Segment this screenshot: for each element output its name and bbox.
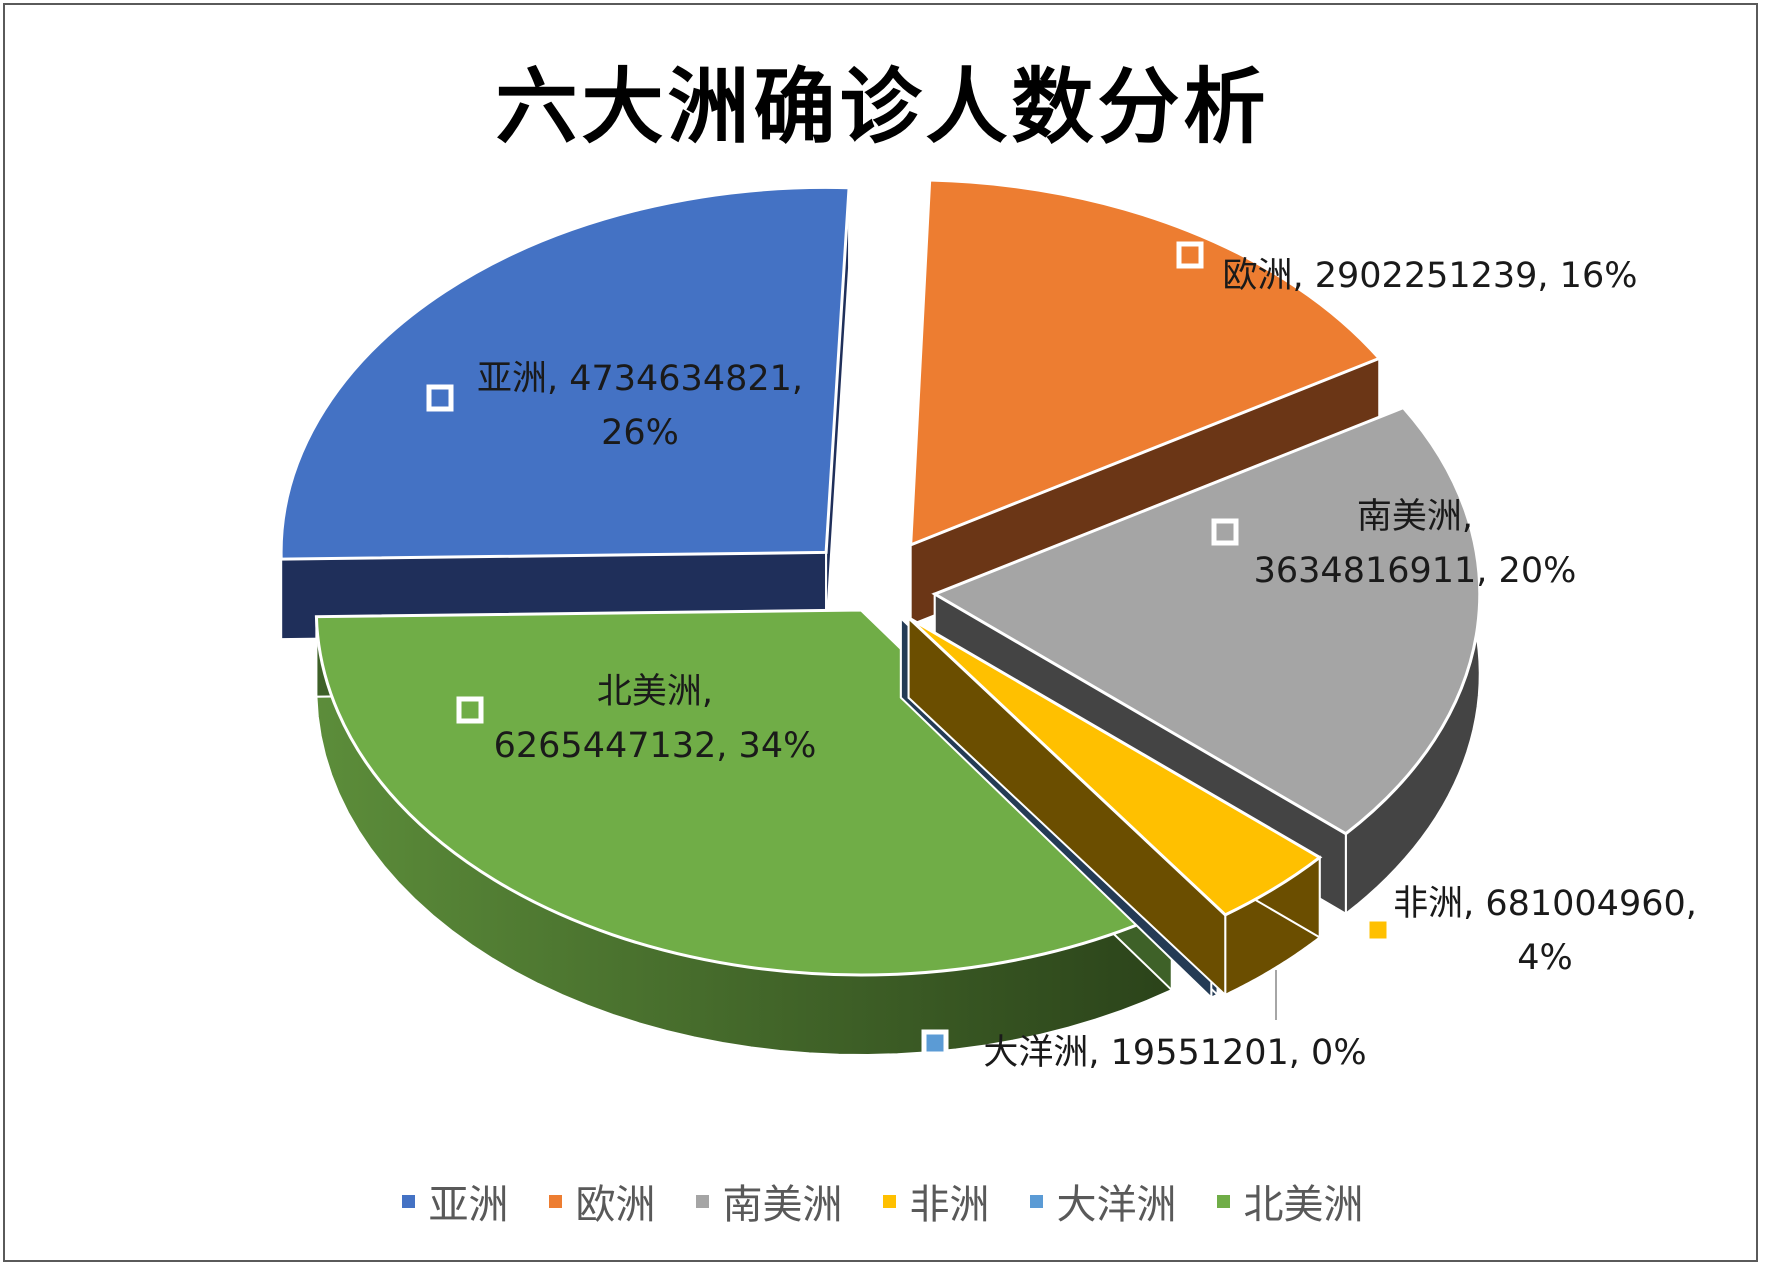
legend-item-非洲: 非洲 <box>882 1172 990 1230</box>
pie-slice-非洲 <box>907 615 1323 998</box>
legend: 亚洲 欧洲 南美洲 非洲 大洋洲 北美洲 <box>0 1172 1765 1230</box>
pie-slice-亚洲 <box>279 185 851 641</box>
data-label-非洲: 非洲, 681004960, 4% <box>1393 884 1697 978</box>
pie-slice-top-非洲 <box>907 616 1323 917</box>
pie-slice-top-欧洲 <box>909 178 1382 548</box>
data-label-marker-亚洲 <box>426 384 454 412</box>
legend-swatch <box>548 1194 562 1208</box>
legend-swatch <box>1029 1194 1043 1208</box>
data-label-欧洲: 欧洲, 2902251239, 16% <box>1223 256 1638 296</box>
legend-item-北美洲: 北美洲 <box>1216 1172 1364 1230</box>
data-label-大洋洲: 大洋洲, 19551201, 0% <box>983 1033 1366 1073</box>
legend-item-欧洲: 欧洲 <box>548 1172 656 1230</box>
pie-slice-top-北美洲 <box>314 608 1175 977</box>
data-label-亚洲: 亚洲, 4734634821, 26% <box>477 359 803 453</box>
legend-label: 北美洲 <box>1243 1182 1364 1228</box>
data-label-marker-欧洲 <box>1176 241 1204 269</box>
legend-swatch <box>882 1194 896 1208</box>
legend-label: 非洲 <box>909 1182 990 1228</box>
pie-slice-top-亚洲 <box>279 185 851 561</box>
legend-label: 南美洲 <box>722 1182 843 1228</box>
data-label-南美洲: 南美洲, 3634816911, 20% <box>1254 497 1577 591</box>
legend-label: 大洋洲 <box>1056 1182 1177 1228</box>
chart-title: 六大洲确诊人数分析 <box>495 60 1270 155</box>
legend-item-南美洲: 南美洲 <box>695 1172 843 1230</box>
legend-swatch <box>1216 1194 1230 1208</box>
data-label-北美洲: 北美洲, 6265447132, 34% <box>494 672 817 766</box>
data-label-marker-非洲 <box>1364 916 1392 944</box>
legend-swatch <box>401 1194 415 1208</box>
legend-swatch <box>695 1194 709 1208</box>
legend-item-大洋洲: 大洋洲 <box>1029 1172 1177 1230</box>
data-label-marker-大洋洲 <box>921 1029 949 1057</box>
legend-item-亚洲: 亚洲 <box>401 1172 509 1230</box>
legend-label: 欧洲 <box>575 1182 656 1228</box>
data-label-marker-南美洲 <box>1211 518 1239 546</box>
legend-label: 亚洲 <box>428 1182 509 1228</box>
data-label-marker-北美洲 <box>456 696 484 724</box>
pie-slice-top-南美洲 <box>931 405 1482 836</box>
